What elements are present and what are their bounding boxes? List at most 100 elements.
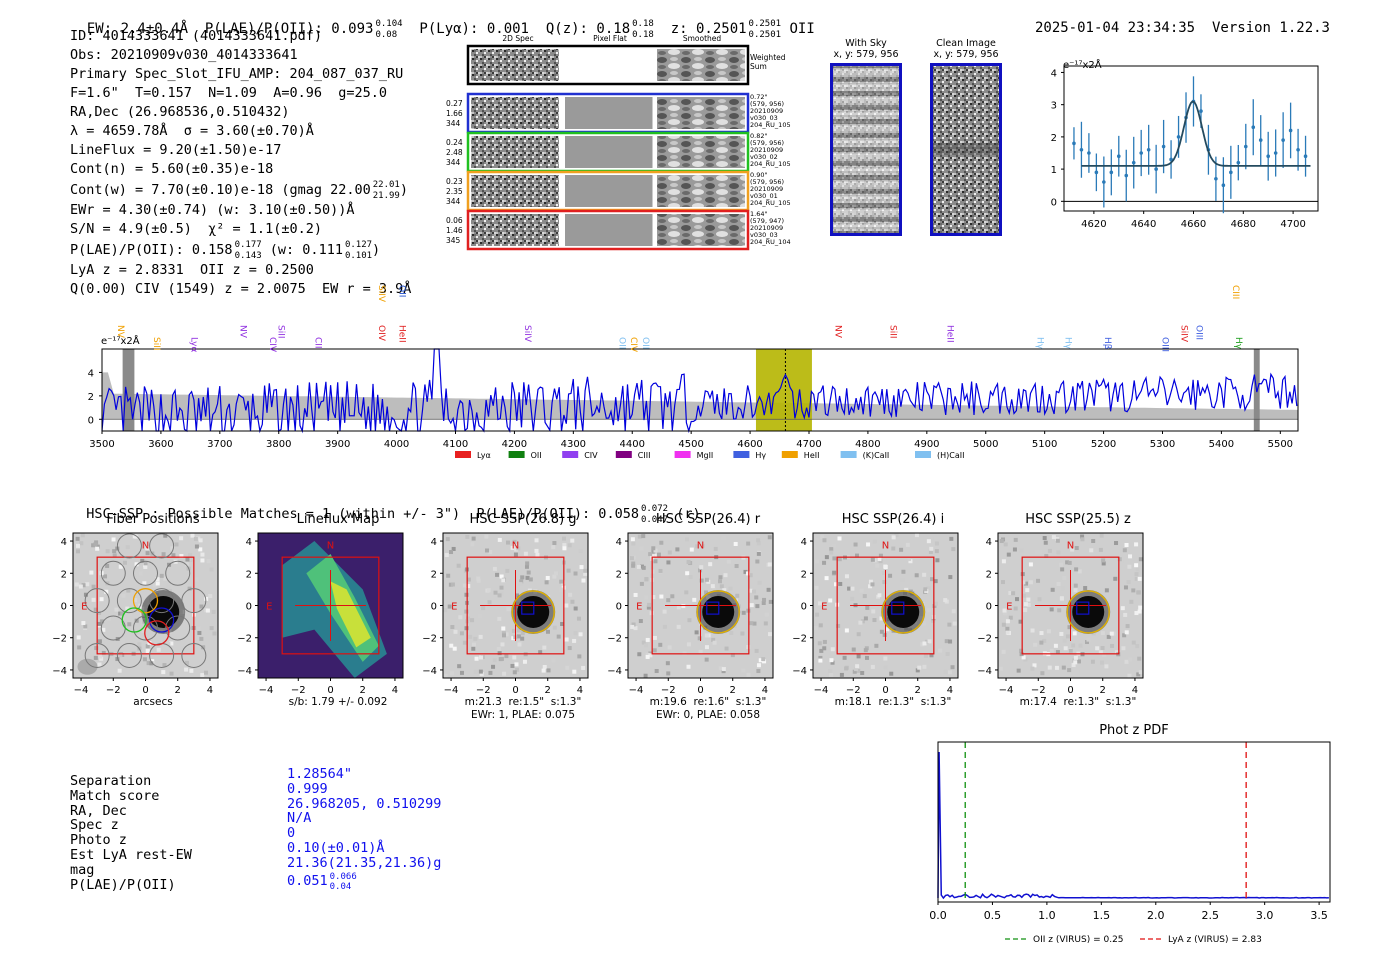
line-fit-ytick-label: 4: [1051, 68, 1057, 79]
hsc-panel-plot: N E −4 −4 −2 −2 0 0 2 2 4 4: [792, 532, 959, 696]
cutout-noise: [499, 656, 504, 661]
spectrum-xtick-label: 4200: [502, 439, 527, 450]
photz-xtick-label: 3.0: [1256, 909, 1274, 922]
cutout-noise: [556, 634, 561, 639]
cutout-noise: [905, 542, 910, 547]
cutout-noise: [136, 619, 141, 624]
cutout-noise: [499, 591, 504, 596]
match-value-plae-text: 0.051: [287, 872, 328, 889]
cutout-noise: [199, 604, 204, 609]
cutout-noise: [645, 652, 650, 657]
hsc-panel-title: HSC SSP(25.5) z: [1025, 512, 1131, 527]
cutout-noise: [653, 559, 658, 564]
gmag-lo: 21.99: [372, 191, 400, 201]
cutout-noise: [486, 588, 491, 593]
match-values: 1.28564" 0.999 26.968205, 0.510299 N/A 0…: [287, 767, 441, 891]
cutout-noise: [1100, 646, 1105, 651]
photz-xtick-label: 2.5: [1201, 909, 1219, 922]
cutout-noise: [875, 563, 880, 568]
cutout-noise: [1080, 537, 1085, 542]
cutout-noise: [754, 595, 759, 600]
spectrum-xtick-label: 4600: [737, 439, 762, 450]
cutout-noise: [94, 646, 99, 651]
panel-ytick-label: 0: [616, 602, 622, 613]
cutout-noise: [866, 542, 871, 547]
panel-ytick-label: −4: [792, 666, 807, 677]
info-plae-lo: 0.143: [234, 251, 262, 261]
cutout-noise: [643, 673, 648, 678]
cutout-noise: [854, 553, 859, 558]
cutout-noise: [209, 626, 214, 631]
match-value-plae: 0.051 0.066 0.04: [287, 871, 441, 891]
spectrum-legend-label: (K)CaII: [863, 451, 890, 460]
cutout-noise: [583, 571, 588, 576]
cutout-noise: [497, 593, 502, 598]
cutout-noise: [1039, 631, 1044, 636]
cutout-noise: [444, 553, 449, 558]
cutout-noise: [850, 596, 855, 601]
panel-xtick-label: −4: [629, 685, 644, 696]
cutout-noise: [522, 659, 527, 664]
hsc-panel-title: HSC SSP(26.4) i: [841, 512, 945, 527]
cutout-noise: [472, 642, 477, 647]
cutout-noise: [471, 536, 476, 541]
cutout-noise: [639, 546, 644, 551]
cutout-noise: [1127, 673, 1132, 678]
cutout-noise: [504, 632, 509, 637]
cutout-noise: [198, 538, 203, 543]
cutout-noise: [501, 578, 506, 583]
cutout-noise: [1117, 557, 1122, 562]
panel-xtick-label: 4: [762, 685, 768, 696]
spectrum-legend-swatch: [781, 451, 798, 458]
cutout-noise: [651, 549, 656, 554]
cutout-noise: [1129, 599, 1134, 604]
row-right-2: 20210909: [750, 185, 784, 193]
cutout-noise: [138, 571, 143, 576]
cutout-noise: [193, 536, 198, 541]
cutout-noise: [564, 637, 569, 642]
cutout-noise: [573, 631, 578, 636]
cutout-noise: [169, 671, 174, 676]
cutout-noise: [1005, 619, 1010, 624]
cutout-noise: [497, 537, 502, 542]
cutout-noise: [572, 669, 577, 674]
cutout-noise: [1000, 580, 1005, 585]
info-plae-w: (w: 0.111: [269, 242, 343, 258]
source-box: [891, 601, 905, 615]
cutout-noise: [445, 537, 450, 542]
cutout-noise: [141, 628, 146, 633]
cutout-noise: [999, 539, 1004, 544]
spectrum-line-label: SiIV: [376, 285, 386, 303]
cutout-noise: [1063, 646, 1068, 651]
spectrum-legend-swatch: [455, 451, 471, 458]
spectrum-xtick-label: 3600: [148, 439, 173, 450]
cutout-noise: [704, 590, 709, 595]
row-right-1: (579, 956): [750, 100, 785, 108]
cutout-noise: [757, 580, 762, 585]
cutout-noise: [1016, 668, 1021, 673]
cutout-noise: [891, 535, 896, 540]
cutout-noise: [118, 564, 123, 569]
hsc-panel-plot: N E −4 −4 −2 −2 0 0 2 2 4 4: [237, 532, 404, 696]
cutout-noise: [684, 590, 689, 595]
cutout-noise: [179, 554, 184, 559]
cutout-noise: [648, 653, 653, 658]
cutout-noise: [167, 588, 172, 593]
cutout-noise: [1137, 656, 1142, 661]
cutout-noise: [99, 597, 104, 602]
cutout-2d-spec: [471, 97, 559, 129]
cutout-noise: [859, 588, 864, 593]
cutout-noise: [998, 666, 1003, 671]
line-fit-xtick-label: 4700: [1280, 219, 1305, 230]
info-radec: RA,Dec (26.968536,0.510432): [70, 104, 290, 120]
info-plae-text: P(LAE)/P(OII): 0.158: [70, 242, 233, 258]
cutout-noise: [659, 540, 664, 545]
line-fit-point: [1303, 154, 1308, 159]
cutout-noise: [95, 544, 100, 549]
cutout-noise: [740, 631, 745, 636]
cutout-noise: [718, 575, 723, 580]
cutout-noise: [932, 603, 937, 608]
fiber-circle: [84, 642, 110, 668]
fiber-green: [121, 607, 147, 633]
cutout-noise: [637, 534, 642, 539]
